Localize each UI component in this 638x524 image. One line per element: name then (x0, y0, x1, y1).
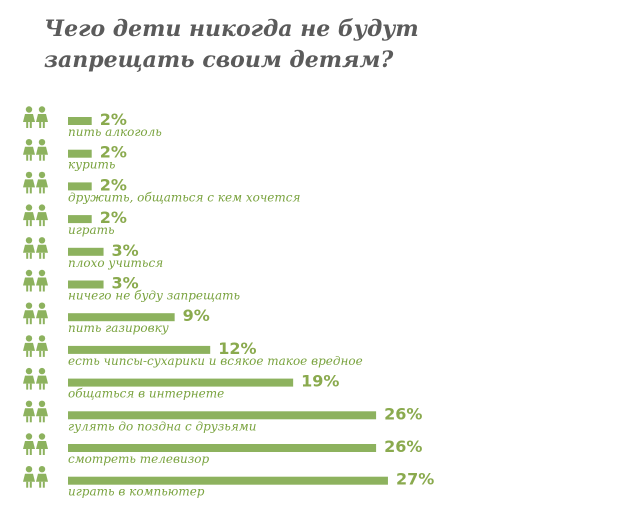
category-label: пить алкоголь (68, 125, 162, 139)
category-label: ничего не буду запрещать (68, 289, 240, 303)
two-children-icon (23, 106, 48, 128)
two-children-icon (23, 367, 48, 390)
two-children-icon (23, 139, 48, 161)
two-children-icon (23, 269, 48, 292)
category-label: есть чипсы-сухарики и всякое такое вредн… (68, 354, 363, 368)
value-label: 19% (301, 372, 339, 391)
bar (68, 345, 211, 354)
value-label: 2% (100, 208, 127, 227)
chart-row: 12%есть чипсы-сухарики и всякое такое вр… (23, 335, 363, 368)
value-label: 3% (112, 274, 139, 293)
chart-row: 19% общаться в интернете (23, 367, 339, 401)
category-label: дружить, общаться с кем хочется (68, 190, 300, 204)
chart-row: 9% пить газировку (23, 302, 210, 335)
bar (68, 182, 92, 191)
value-label: 2% (100, 110, 127, 129)
category-label: плохо учиться (68, 256, 163, 270)
chart-row: 26% смотреть телевизор (23, 433, 422, 466)
value-label: 26% (384, 437, 422, 456)
chart-row: 3%плохо учиться (23, 237, 163, 270)
chart-row: 2%курить (23, 139, 127, 172)
bar (68, 476, 388, 485)
two-children-icon (23, 204, 48, 227)
value-label: 9% (183, 306, 210, 325)
value-label: 27% (396, 470, 434, 489)
bar (68, 215, 92, 224)
two-children-icon (23, 335, 48, 357)
bar (68, 117, 92, 125)
value-label: 3% (112, 241, 139, 260)
bar (68, 313, 175, 322)
bar (68, 411, 377, 420)
two-children-icon (23, 466, 48, 488)
two-children-icon (23, 400, 48, 423)
chart-row: 2%дружить, общаться с кем хочется (23, 171, 300, 204)
two-children-icon (23, 171, 48, 194)
two-children-icon (23, 237, 48, 259)
bar (68, 444, 377, 452)
chart-title-line-2: запрещать своим детям? (44, 47, 394, 73)
category-label: пить газировку (68, 321, 169, 335)
bar (68, 378, 294, 387)
two-children-icon (23, 433, 48, 455)
category-label: смотреть телевизор (68, 452, 209, 466)
category-label: общаться в интернете (68, 387, 224, 401)
value-label: 2% (100, 175, 127, 194)
value-label: 2% (100, 143, 127, 162)
chart-row: 2%играть (23, 204, 127, 237)
category-label: играть (68, 223, 115, 237)
chart-title-line-1: Чего дети никогда не будут (44, 16, 419, 42)
chart-row: 27% играть в компьютер (23, 466, 434, 499)
category-label: играть в компьютер (68, 485, 205, 499)
chart-row: 3%ничего не буду запрещать (23, 269, 240, 303)
bar (68, 280, 104, 289)
category-label: курить (68, 158, 115, 172)
value-label: 12% (218, 339, 256, 358)
bar (68, 149, 92, 158)
category-label: гулять до поздна с друзьями (68, 419, 256, 433)
value-label: 26% (384, 404, 422, 423)
chart-title: Чего дети никогда не будут запрещать сво… (44, 14, 604, 76)
chart-row: 2%пить алкоголь (23, 106, 162, 139)
chart-row: 26% гулять до поздна с друзьями (23, 400, 422, 433)
two-children-icon (23, 302, 48, 325)
bar (68, 247, 104, 256)
